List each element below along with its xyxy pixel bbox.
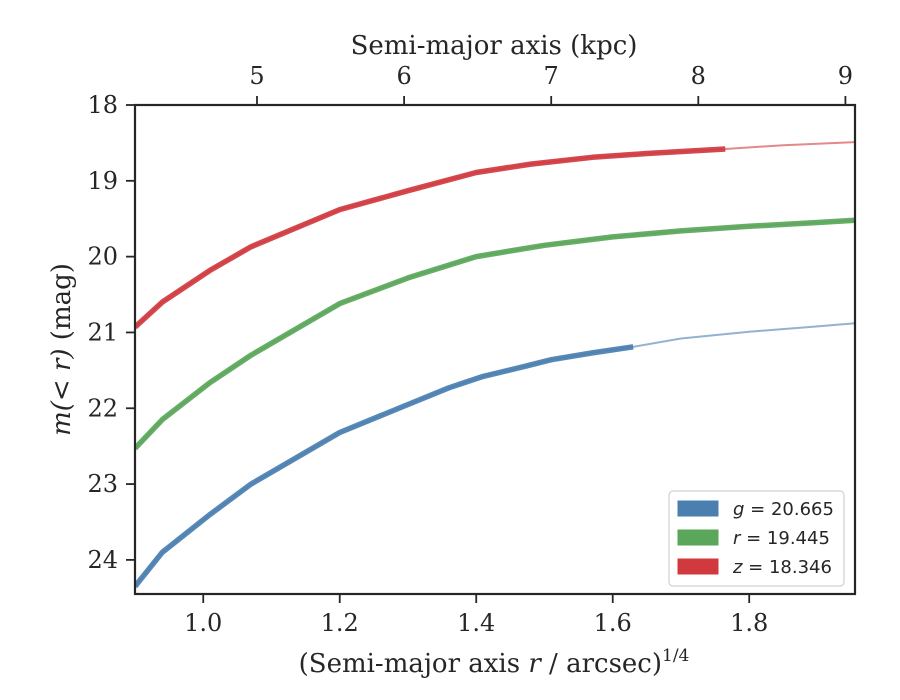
legend-swatch-z xyxy=(677,558,719,575)
y-tick-label: 24 xyxy=(87,546,118,574)
y-axis-title-var: m(< r) xyxy=(47,348,77,435)
legend-label-var: z xyxy=(732,557,743,578)
x-tick-label: 1.8 xyxy=(730,609,768,637)
top-tick-label: 7 xyxy=(544,62,559,90)
x-axis-title-middle: / arcsec) xyxy=(541,649,662,679)
legend-swatch-r xyxy=(677,529,719,546)
y-tick-label: 19 xyxy=(87,167,118,195)
legend-label-value: = 20.665 xyxy=(744,499,834,520)
x-axis-title-sup: 1/4 xyxy=(662,646,689,666)
series-layer xyxy=(135,141,855,589)
legend-label-z: z = 18.346 xyxy=(732,557,832,578)
x-axis-title: (Semi-major axis r / arcsec)1/4 xyxy=(299,646,690,679)
legend-label-var: r xyxy=(733,528,742,549)
legend-label-g: g = 20.665 xyxy=(733,499,834,520)
legend-swatch-g xyxy=(677,500,719,517)
axes-layer: 1.0 1.2 1.4 1.6 1.8 18 19 20 21 22 23 24 5 6 7 8 9 Semi-m… xyxy=(47,31,857,679)
y-tick-label: 22 xyxy=(87,394,118,422)
legend-label-var: g xyxy=(733,499,744,520)
top-tick-label: 5 xyxy=(249,62,264,90)
plot-frame xyxy=(133,103,857,596)
legend-label-r: r = 19.445 xyxy=(733,528,830,549)
x-axis-title-var: r xyxy=(528,649,542,679)
x-tick-label: 1.4 xyxy=(457,609,495,637)
series-g-band xyxy=(135,344,634,589)
y-tick-label: 23 xyxy=(87,470,118,498)
x-axis-title-prefix: (Semi-major axis xyxy=(299,649,529,679)
legend-label-value: = 19.445 xyxy=(740,528,830,549)
top-tick-label: 9 xyxy=(838,62,853,90)
x-tick-label: 1.6 xyxy=(594,609,632,637)
y-tick-label: 18 xyxy=(87,91,118,119)
x-tick-label: 1.2 xyxy=(321,609,359,637)
top-tick-label: 8 xyxy=(691,62,706,90)
x-tick-label: 1.0 xyxy=(184,609,222,637)
series-z-band xyxy=(135,146,726,330)
y-tick-label: 21 xyxy=(87,318,118,346)
top-axis-title: Semi-major axis (kpc) xyxy=(351,31,638,61)
y-tick-label: 20 xyxy=(87,243,118,271)
series-r-band xyxy=(135,217,855,451)
legend-label-value: = 18.346 xyxy=(742,557,832,578)
y-axis-title: m(< r) (mag) xyxy=(47,263,77,436)
y-axis-title-unit: (mag) xyxy=(47,263,77,348)
top-tick-label: 6 xyxy=(396,62,411,90)
